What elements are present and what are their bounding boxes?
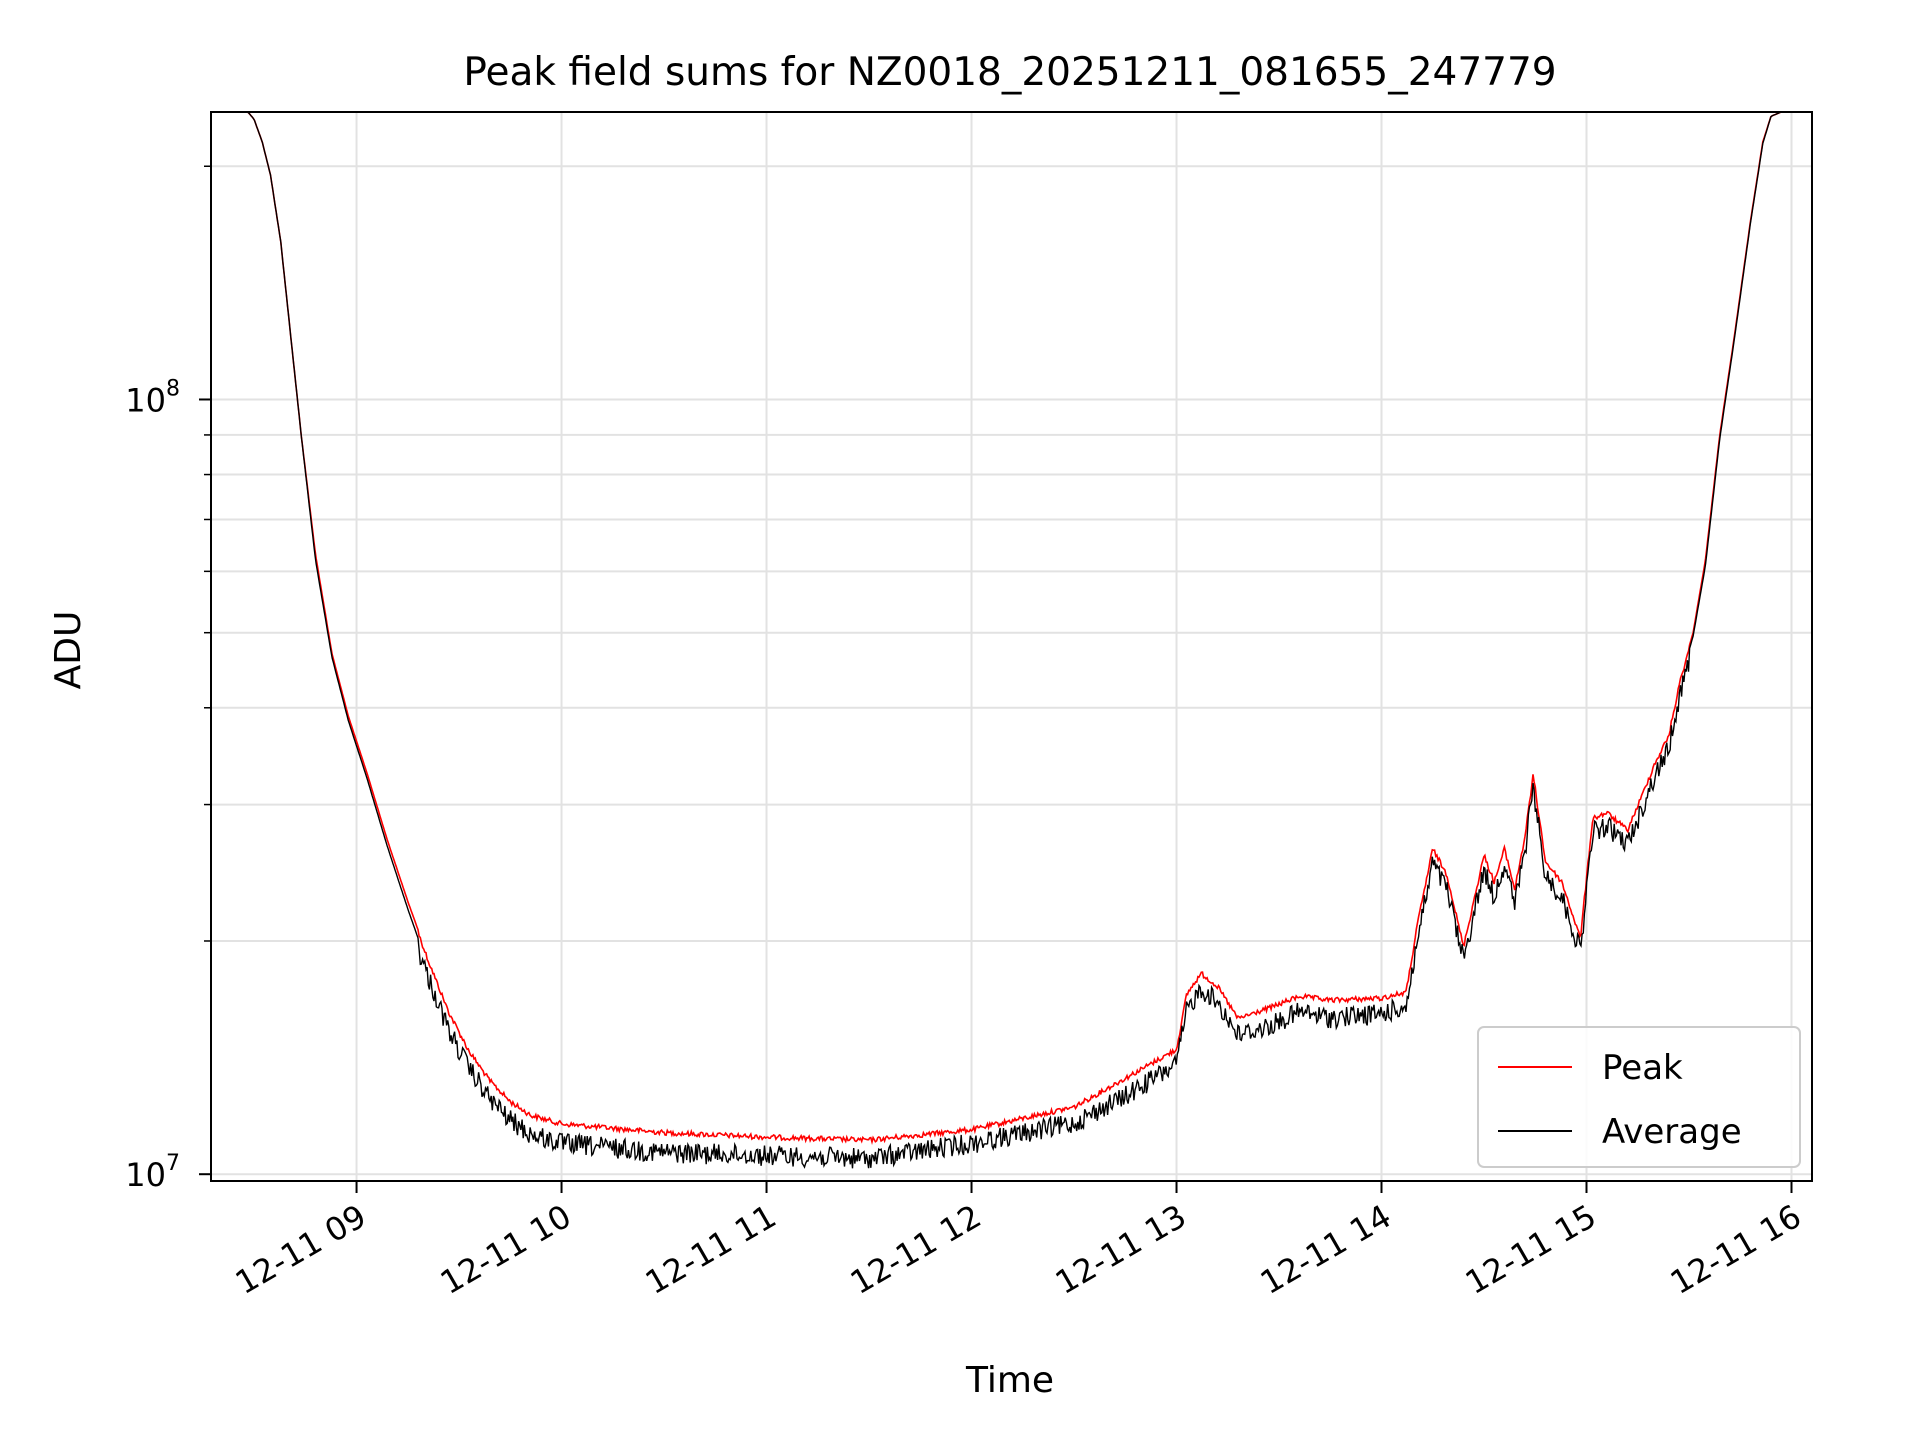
series-layer [211,111,1812,1169]
legend-label: Peak [1602,1048,1683,1088]
x-axis-label: Time [965,1360,1054,1401]
y-axis-label: ADU [48,611,89,690]
grid [211,112,1812,1181]
series-line-peak [211,111,1812,1145]
y-tick-label: 108 [125,376,180,419]
legend-label: Average [1602,1112,1742,1152]
series-line-average [211,111,1812,1169]
chart-title: Peak field sums for NZ0018_20251211_0816… [463,50,1556,95]
y-tick-exponent: 7 [166,1151,180,1176]
plot-frame [210,111,1813,1182]
legend: Peak Average [1477,1026,1801,1168]
y-tick-exponent: 8 [166,376,180,401]
